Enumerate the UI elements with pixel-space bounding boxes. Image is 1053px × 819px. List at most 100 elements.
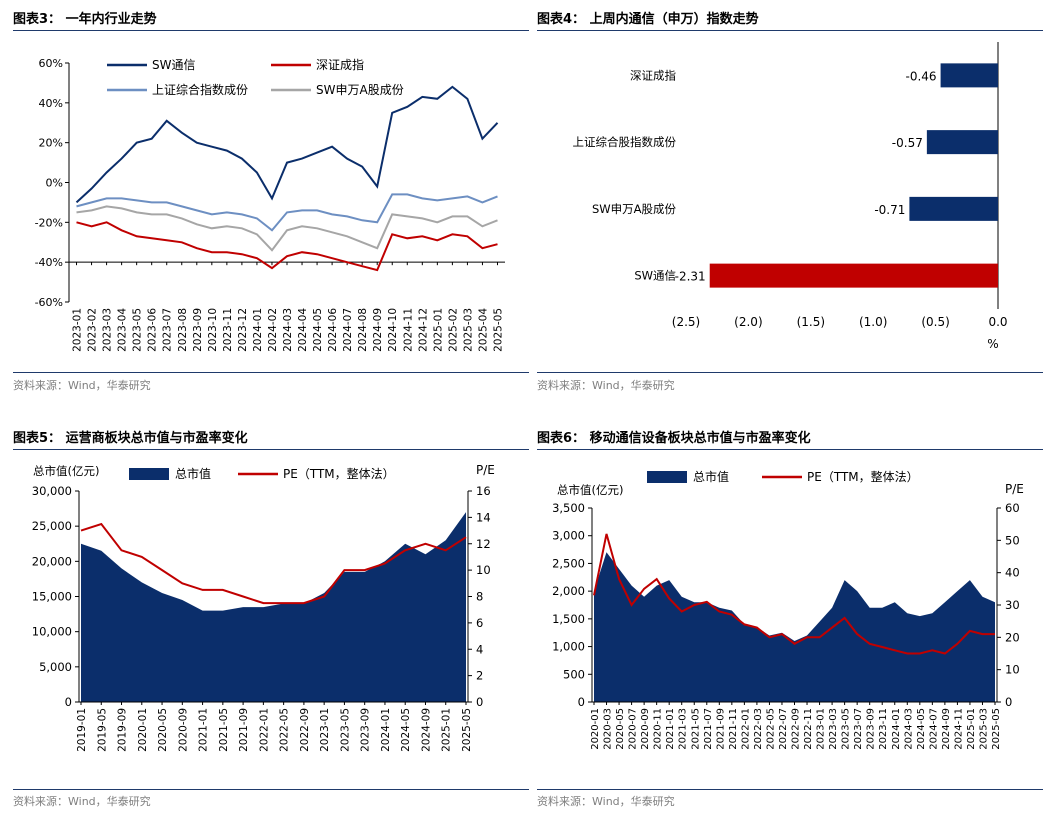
- title-divider: [537, 30, 1043, 31]
- weekly-index-change-chart: 深证成指 -0.46 上证综合股指数成份 -0.57 SW申万A股成份 -0.71 SW通信…: [573, 42, 1008, 351]
- x-tick-label: 2020-05: [157, 708, 169, 752]
- x-tick-label: 2024-03: [282, 308, 294, 352]
- y2-tick-label: 10: [1005, 663, 1020, 677]
- x-tick-label: 2023-03: [102, 308, 114, 352]
- x-tick-label: 2020-01: [590, 708, 601, 750]
- x-tick-label: 2021-03: [678, 708, 689, 750]
- panel-industry-trend: 图表3： 一年内行业走势 60% 40% 20% 0% -20% -40% -60% 2023…: [13, 8, 529, 398]
- title-divider: [13, 30, 529, 31]
- y2-tick-label: 20: [1005, 630, 1020, 644]
- y2-axis-title: P/E: [1005, 482, 1024, 496]
- x-tick-label: 2025-05: [492, 308, 504, 352]
- x-tick-label: 2024-07: [342, 308, 354, 352]
- legend-label: SW通信: [152, 58, 195, 72]
- legend-label: 深证成指: [316, 57, 364, 72]
- x-tick-label: 2023-04: [117, 308, 129, 352]
- pe-line: [80, 522, 467, 605]
- title-divider: [13, 449, 529, 450]
- data-label: -0.71: [874, 203, 905, 217]
- x-tick-label: (2.5): [672, 315, 700, 329]
- x-tick-label: 2024-08: [357, 308, 369, 352]
- x-tick-label: 2025-03: [978, 708, 989, 750]
- market-cap-area: [81, 512, 466, 702]
- equipment-valuation-chart: 3,500 3,000 2,500 2,000 1,500 1,000 500 0 60 50 40…: [552, 469, 1024, 750]
- y2-tick-label: 0: [476, 695, 483, 709]
- panel-equipment-valuation: 图表6： 移动通信设备板块总市值与市盈率变化 3,500 3,000 2,500 2,…: [537, 427, 1043, 817]
- category-label: SW通信: [634, 269, 676, 283]
- bar: [926, 130, 998, 155]
- x-tick-label: 2023-11: [222, 308, 234, 352]
- y-tick-label: -60%: [35, 296, 63, 309]
- y-tick-label: -20%: [35, 216, 63, 229]
- y-tick-label: -40%: [35, 256, 63, 269]
- x-tick-label: 2023-07: [162, 308, 174, 352]
- y-tick-label: 1,000: [552, 640, 585, 654]
- y-tick-label: 15,000: [32, 590, 72, 604]
- x-tick-label: 2023-05: [132, 308, 144, 352]
- y-tick-label: 3,000: [552, 529, 585, 543]
- x-tick-label: 2024-09: [941, 708, 952, 750]
- x-tick-label: 2024-05: [916, 708, 927, 750]
- source-note: 资料来源：Wind，华泰研究: [13, 379, 151, 392]
- series-line: [76, 193, 498, 232]
- y-tick-label: 1,500: [552, 612, 585, 626]
- panel-title: 图表4： 上周内通信（申万）指数走势: [537, 12, 759, 27]
- x-tick-label: 2021-01: [665, 708, 676, 750]
- x-tick-label: 2024-01: [252, 308, 264, 352]
- pe-line: [593, 533, 995, 655]
- legend-label: PE（TTM，整体法）: [807, 469, 919, 484]
- x-tick-label: 2023-05: [841, 708, 852, 750]
- x-tick-label: 2021-05: [690, 708, 701, 750]
- industry-trend-chart: 60%40%20%0%-20%-40%-60%2023-01 2023-02 202…: [35, 57, 505, 352]
- y-tick-label: 3,500: [552, 501, 585, 515]
- y2-tick-label: 50: [1005, 533, 1020, 547]
- y-tick-label: 20,000: [32, 554, 72, 568]
- x-tick-label: 2024-09: [372, 308, 384, 352]
- x-tick-label: 2023-05: [339, 708, 351, 752]
- x-tick-label: 2019-01: [76, 708, 88, 752]
- y-tick-label: 2,500: [552, 556, 585, 570]
- x-axis-title: %: [987, 337, 998, 351]
- legend-label: 总市值: [693, 469, 729, 484]
- y-tick-label: 40%: [39, 97, 63, 110]
- x-tick-label: 2023-07: [853, 708, 864, 750]
- y-tick-label: 10,000: [32, 625, 72, 639]
- x-tick-label: 2024-05: [312, 308, 324, 352]
- x-tick-label: 2024-05: [400, 708, 412, 752]
- series-line: [76, 205, 498, 252]
- category-label: 上证综合股指数成份: [573, 135, 677, 149]
- x-tick-label: 2022-05: [279, 708, 291, 752]
- x-tick-label: 2025-04: [477, 308, 489, 352]
- x-tick-label: 0.0: [988, 315, 1007, 329]
- x-tick-label: 2023-02: [87, 308, 99, 352]
- series-line: [76, 221, 498, 272]
- source-divider: [537, 372, 1043, 373]
- x-tick-label: 2021-07: [703, 708, 714, 750]
- y-tick-label: 500: [563, 667, 585, 681]
- x-tick-label: 2022-01: [258, 708, 270, 752]
- x-tick-label: 2025-05: [461, 708, 473, 752]
- x-tick-label: 2023-08: [177, 308, 189, 352]
- x-tick-label: 2025-01: [966, 708, 977, 750]
- x-tick-label: 2023-01: [72, 308, 84, 352]
- x-tick-label: 2023-09: [192, 308, 204, 352]
- source-note: 资料来源：Wind，华泰研究: [13, 795, 151, 808]
- x-tick-label: 2024-07: [928, 708, 939, 750]
- y2-tick-label: 60: [1005, 501, 1020, 515]
- x-tick-label: 2024-12: [417, 308, 429, 352]
- y-tick-label: 0: [65, 695, 72, 709]
- y-axis-title: 总市值(亿元): [33, 464, 99, 478]
- x-tick-label: 2022-07: [778, 708, 789, 750]
- x-tick-label: 2025-01: [441, 708, 453, 752]
- x-tick-label: 2023-03: [828, 708, 839, 750]
- x-tick-label: 2024-04: [297, 308, 309, 352]
- y2-tick-label: 8: [476, 590, 483, 604]
- x-tick-label: 2020-09: [640, 708, 651, 750]
- x-tick-label: 2020-11: [653, 708, 664, 750]
- x-tick-label: 2025-01: [432, 308, 444, 352]
- title-divider: [537, 449, 1043, 450]
- x-tick-label: 2021-01: [198, 708, 210, 752]
- legend-label: SW申万A股成份: [316, 83, 404, 97]
- x-tick-label: 2025-02: [447, 308, 459, 352]
- y2-tick-label: 16: [476, 484, 491, 498]
